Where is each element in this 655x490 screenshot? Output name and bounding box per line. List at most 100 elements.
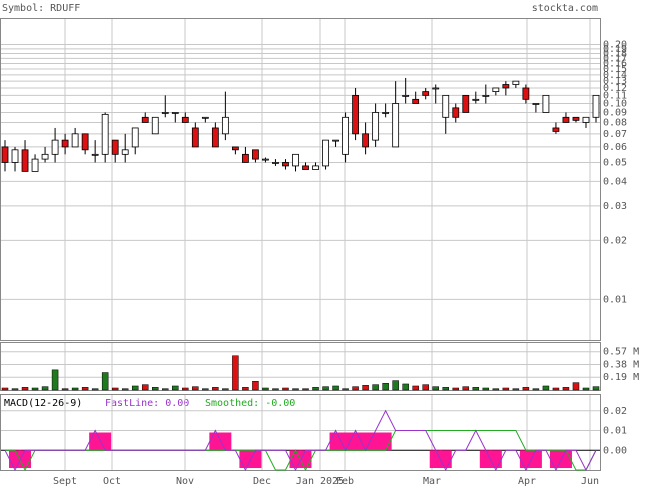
candle-body bbox=[211, 127, 219, 148]
volume-bar bbox=[382, 383, 389, 391]
volume-bar bbox=[432, 386, 439, 391]
volume-bar bbox=[262, 387, 269, 391]
volume-bar bbox=[141, 384, 149, 391]
x-tick-label: Feb bbox=[336, 476, 354, 486]
y-tick-label: 0.01 bbox=[603, 426, 627, 437]
macd-histogram bbox=[429, 450, 442, 469]
candle-body bbox=[81, 133, 89, 151]
volume-bar bbox=[121, 388, 129, 391]
candle-body bbox=[432, 87, 440, 90]
volume-bar bbox=[532, 388, 540, 391]
volume-bar bbox=[362, 385, 369, 391]
y-tick-label: 0.04 bbox=[603, 176, 627, 187]
volume-bar bbox=[61, 388, 69, 391]
volume-bar bbox=[502, 387, 510, 391]
candle-body bbox=[171, 112, 179, 114]
y-tick-label: 0.19 M bbox=[603, 372, 639, 383]
y-tick-label: 0.17 bbox=[603, 53, 627, 64]
volume-bar bbox=[51, 369, 59, 391]
volume-bar bbox=[182, 387, 189, 391]
volume-bar bbox=[522, 387, 530, 391]
candle-body bbox=[372, 112, 380, 141]
candle-body bbox=[522, 87, 530, 100]
y-tick-label: 0.13 bbox=[603, 76, 627, 87]
volume-bar bbox=[372, 384, 379, 391]
candle-body bbox=[552, 127, 560, 132]
macd-frame bbox=[0, 394, 601, 471]
fast-line bbox=[4, 409, 597, 472]
candle-body bbox=[442, 94, 450, 118]
candle-body bbox=[332, 139, 339, 142]
candle-body bbox=[452, 107, 460, 118]
volume-bar bbox=[101, 372, 109, 391]
x-tick-label: Dec bbox=[253, 476, 271, 486]
candle-body bbox=[181, 116, 189, 123]
candle-body bbox=[161, 112, 169, 114]
candle-body bbox=[362, 133, 370, 148]
candle-body bbox=[352, 94, 359, 135]
y-tick-label: 0.12 bbox=[603, 83, 627, 94]
macd-histogram bbox=[489, 450, 502, 469]
volume-bar bbox=[582, 387, 590, 391]
candle-body bbox=[392, 103, 400, 148]
y-tick-label: 0.02 bbox=[603, 235, 627, 246]
candle-body bbox=[572, 116, 580, 121]
volume-bar bbox=[81, 387, 89, 391]
macd-title: MACD(12-26-9) bbox=[4, 398, 82, 409]
y-tick-label: 0.00 bbox=[603, 445, 627, 456]
volume-bar bbox=[352, 386, 359, 391]
candle-body bbox=[151, 116, 159, 135]
candle-body bbox=[61, 139, 69, 148]
volume-bar bbox=[592, 386, 600, 391]
y-tick-label: 0.07 bbox=[603, 129, 627, 140]
x-tick-label: Oct bbox=[103, 476, 121, 486]
volume-bar bbox=[202, 388, 209, 391]
candle-body bbox=[592, 94, 600, 118]
y-tick-label: 0.09 bbox=[603, 107, 627, 118]
x-tick-label: Mar bbox=[423, 476, 441, 486]
volume-bar bbox=[232, 355, 239, 391]
y-tick-label: 0.57 M bbox=[603, 347, 639, 358]
volume-bar bbox=[131, 385, 139, 391]
volume-bar bbox=[71, 387, 79, 391]
candle-body bbox=[201, 116, 209, 119]
volume-bar bbox=[242, 387, 249, 391]
volume-bar bbox=[162, 388, 169, 391]
volume-bar bbox=[21, 387, 29, 391]
volume-bar bbox=[11, 388, 19, 391]
candle-body bbox=[422, 91, 430, 96]
candle-body bbox=[11, 149, 19, 163]
candle-body bbox=[582, 116, 590, 123]
candle-body bbox=[272, 162, 279, 164]
volume-bar bbox=[552, 387, 560, 391]
volume-bar bbox=[1, 387, 9, 391]
x-tick-label: Jun bbox=[581, 476, 599, 486]
volume-bar bbox=[252, 381, 259, 391]
candle-body bbox=[221, 116, 229, 135]
y-tick-label: 0.11 bbox=[603, 90, 627, 101]
candle-body bbox=[252, 149, 259, 160]
y-tick-label: 0.03 bbox=[603, 201, 627, 212]
volume-bar bbox=[342, 388, 349, 391]
candle-body bbox=[282, 162, 289, 167]
volume-bar bbox=[402, 383, 409, 391]
candle-body bbox=[21, 149, 29, 172]
candle-body bbox=[231, 146, 239, 151]
y-tick-label: 0.02 bbox=[603, 406, 627, 417]
volume-bar bbox=[452, 387, 460, 391]
y-tick-label: 0.05 bbox=[603, 157, 627, 168]
candle-body bbox=[322, 139, 329, 167]
y-tick-label: 0.15 bbox=[603, 64, 627, 75]
y-tick-label: 0.38 M bbox=[603, 359, 639, 370]
candle-body bbox=[562, 116, 570, 123]
candle-body bbox=[121, 149, 129, 155]
volume-bar bbox=[222, 388, 229, 391]
x-tick-label: Jan 2025 bbox=[296, 476, 344, 486]
macd-histogram bbox=[99, 432, 112, 451]
volume-bar bbox=[302, 388, 309, 391]
macd-histogram bbox=[379, 432, 392, 451]
candle-body bbox=[91, 153, 99, 156]
volume-bar bbox=[312, 387, 319, 391]
y-tick-label: 0.16 bbox=[603, 59, 627, 70]
candle-body bbox=[412, 98, 420, 104]
